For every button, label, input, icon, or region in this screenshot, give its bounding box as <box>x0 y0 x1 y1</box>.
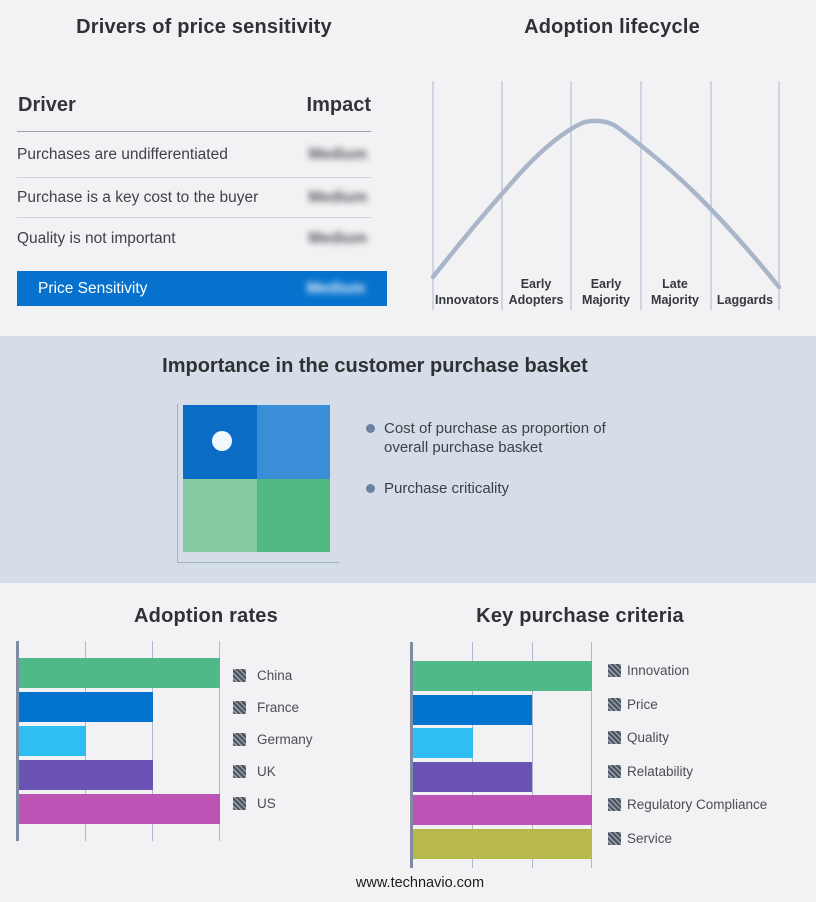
impact-cell-redacted: Medium <box>306 279 365 297</box>
legend-item: Innovation <box>608 654 767 688</box>
bell-curve <box>430 118 782 290</box>
legend-item: Price <box>608 688 767 722</box>
impact-cell-redacted: Medium <box>308 230 367 247</box>
legend-item: France <box>233 691 313 723</box>
hatch-swatch-icon <box>233 764 246 778</box>
table-row: Purchase is a key cost to the buyer Medi… <box>17 178 371 218</box>
bullet-icon <box>366 424 375 433</box>
quadrant-cell-bottom-right <box>256 478 330 552</box>
bar-relatability <box>413 761 533 792</box>
hatch-swatch-icon <box>233 732 246 746</box>
legend-item: Quality <box>608 721 767 755</box>
quadrant-cell-top-right <box>256 405 330 479</box>
legend-item: Relatability <box>608 755 767 789</box>
bullet-item: Cost of purchase as proportion of overal… <box>366 419 634 457</box>
hatch-swatch-icon <box>608 831 621 845</box>
hatch-swatch-icon <box>608 731 621 745</box>
bar-innovation <box>413 661 592 691</box>
quadrant-cell-bottom-left <box>183 478 257 552</box>
key-criteria-legend: Innovation Price Quality Relatability Re… <box>608 654 767 855</box>
gridline <box>591 642 592 868</box>
adoption-lifecycle-chart <box>430 81 782 310</box>
legend-item: Regulatory Compliance <box>608 788 767 822</box>
bullet-icon <box>366 484 375 493</box>
drivers-table: Driver Impact Purchases are undifferenti… <box>17 90 371 260</box>
key-criteria-title: Key purchase criteria <box>476 605 684 627</box>
impact-cell-redacted: Medium <box>308 145 367 163</box>
legend-item: UK <box>233 755 313 787</box>
gridline <box>152 641 153 841</box>
bar-regulatory-compliance <box>413 795 592 825</box>
impact-cell-redacted: Medium <box>308 188 367 206</box>
basket-panel-title: Importance in the customer purchase bask… <box>162 355 588 377</box>
highlight-driver-cell: Price Sensitivity <box>38 279 148 297</box>
gridline <box>532 642 533 868</box>
hatch-swatch-icon <box>233 700 246 714</box>
purchase-basket-section: Importance in the customer purchase bask… <box>0 336 816 583</box>
bullet-text: Purchase criticality <box>384 480 510 497</box>
purchase-basket-quadrant <box>183 405 330 552</box>
driver-cell: Purchases are undifferentiated <box>17 145 228 163</box>
column-header-impact: Impact <box>306 94 371 116</box>
legend-item: US <box>233 787 313 819</box>
adoption-rates-legend: China France Germany UK US <box>233 659 313 819</box>
driver-cell: Quality is not important <box>17 230 176 247</box>
adoption-rates-title: Adoption rates <box>134 605 278 627</box>
lifecycle-panel-title: Adoption lifecycle <box>524 16 700 38</box>
price-sensitivity-highlight-row: Price Sensitivity Medium <box>17 271 387 306</box>
bar-uk <box>19 760 153 790</box>
stage-label-late-majority: Late Majority <box>651 277 699 307</box>
y-axis <box>16 641 19 841</box>
bar-quality <box>413 728 473 758</box>
bar-germany <box>19 726 86 756</box>
stage-label-laggards: Laggards <box>716 292 774 307</box>
hatch-swatch-icon <box>608 664 621 678</box>
hatch-swatch-icon <box>608 697 621 711</box>
drivers-panel-title: Drivers of price sensitivity <box>76 16 332 38</box>
table-row: Quality is not important Medium <box>17 218 371 260</box>
quadrant-axis <box>177 404 339 563</box>
bullet-text: Cost of purchase as proportion of overal… <box>384 420 606 456</box>
bullet-item: Purchase criticality <box>366 479 634 498</box>
stage-label-early-majority: Early Majority <box>582 277 630 307</box>
adoption-rates-bars <box>19 658 220 828</box>
bar-service <box>413 828 592 859</box>
table-row: Purchases are undifferentiated Medium <box>17 132 371 178</box>
footer-url: www.technavio.com <box>355 875 485 891</box>
hatch-swatch-icon <box>608 764 621 778</box>
legend-item: Germany <box>233 723 313 755</box>
y-axis <box>410 642 413 868</box>
legend-item: China <box>233 659 313 691</box>
legend-item: Service <box>608 822 767 856</box>
hatch-swatch-icon <box>233 796 246 810</box>
bar-us <box>19 794 220 824</box>
bar-china <box>19 658 220 688</box>
drivers-table-header: Driver Impact <box>17 90 371 132</box>
hatch-swatch-icon <box>608 798 621 812</box>
column-header-driver: Driver <box>18 94 76 116</box>
hatch-swatch-icon <box>233 668 246 682</box>
key-criteria-bars <box>413 661 592 862</box>
stage-label-early-adopters: Early Adopters <box>508 277 564 307</box>
position-marker-dot <box>212 431 232 451</box>
bar-price <box>413 694 533 725</box>
stage-gridlines <box>432 81 780 310</box>
driver-cell: Purchase is a key cost to the buyer <box>17 188 259 206</box>
bar-france <box>19 692 153 722</box>
stage-label-innovators: Innovators <box>435 292 499 307</box>
gridline <box>219 641 220 841</box>
